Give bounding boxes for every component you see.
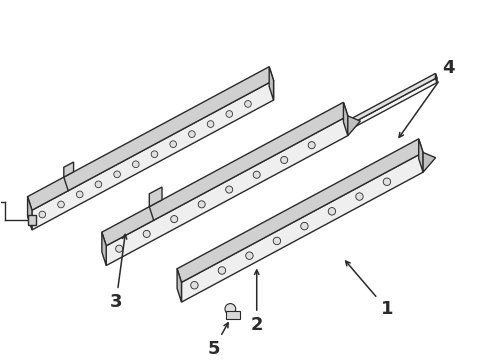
Polygon shape (177, 139, 423, 282)
Circle shape (143, 230, 150, 238)
Polygon shape (27, 197, 32, 230)
Circle shape (170, 141, 176, 148)
Circle shape (273, 237, 281, 245)
Circle shape (189, 131, 195, 138)
Polygon shape (32, 80, 273, 230)
Polygon shape (102, 232, 106, 266)
Polygon shape (436, 73, 437, 83)
Circle shape (191, 282, 198, 289)
Polygon shape (348, 116, 360, 136)
Polygon shape (226, 311, 240, 319)
Polygon shape (423, 152, 436, 172)
Circle shape (226, 186, 233, 193)
Polygon shape (149, 187, 162, 207)
Text: 5: 5 (207, 323, 228, 357)
Circle shape (328, 208, 336, 215)
Circle shape (253, 171, 260, 178)
Circle shape (114, 171, 121, 178)
Text: 2: 2 (250, 270, 263, 334)
Circle shape (95, 181, 102, 188)
Circle shape (39, 211, 46, 218)
Text: 3: 3 (110, 234, 127, 311)
Circle shape (356, 193, 363, 200)
Circle shape (218, 267, 225, 274)
Circle shape (383, 178, 391, 185)
Circle shape (151, 151, 158, 158)
Circle shape (308, 141, 315, 149)
Circle shape (245, 100, 251, 107)
Circle shape (226, 111, 233, 117)
Polygon shape (269, 67, 273, 100)
Polygon shape (102, 102, 348, 246)
Polygon shape (106, 116, 348, 266)
Text: 4: 4 (399, 59, 455, 138)
Polygon shape (64, 162, 74, 177)
Circle shape (207, 121, 214, 127)
Polygon shape (27, 67, 273, 210)
Polygon shape (224, 187, 225, 196)
Polygon shape (224, 73, 437, 192)
Circle shape (301, 222, 308, 230)
Text: 1: 1 (345, 261, 393, 318)
Circle shape (225, 303, 236, 315)
Circle shape (132, 161, 139, 168)
Polygon shape (177, 269, 181, 302)
Circle shape (76, 191, 83, 198)
Polygon shape (28, 215, 36, 225)
Circle shape (58, 201, 64, 208)
Circle shape (281, 156, 288, 163)
Circle shape (245, 252, 253, 260)
Circle shape (171, 216, 178, 223)
Polygon shape (418, 139, 423, 172)
Polygon shape (343, 102, 348, 136)
Polygon shape (181, 152, 423, 302)
Polygon shape (225, 78, 437, 196)
Circle shape (198, 201, 205, 208)
Circle shape (116, 245, 122, 252)
